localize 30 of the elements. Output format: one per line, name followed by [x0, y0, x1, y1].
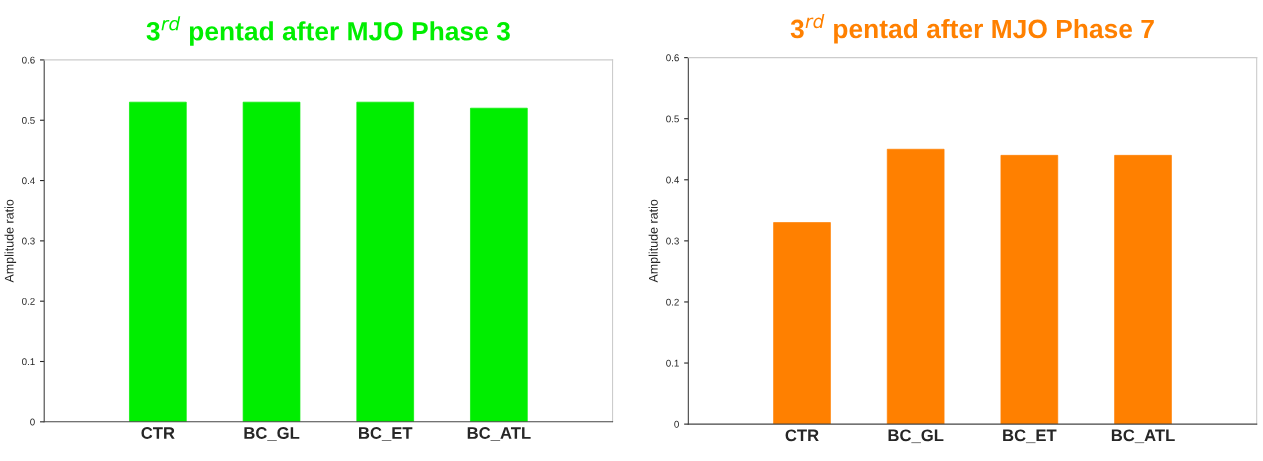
x-tick-label: BC_ET — [359, 427, 413, 441]
x-tick-label: BC_ATL — [467, 427, 531, 441]
x-tick-label: BC_GL — [888, 429, 944, 444]
x-tick-label: BC_ATL — [1111, 429, 1175, 444]
y-tick-label: 0.4 — [22, 177, 35, 185]
x-tick-label: BC_GL — [244, 427, 300, 441]
y-axis-title: Amplitude ratio — [648, 199, 661, 283]
y-tick-label: 0.5 — [22, 116, 35, 124]
y-tick-label: 0 — [30, 418, 35, 426]
y-tick-label: 0.2 — [666, 298, 679, 306]
x-tick-label: CTR — [141, 427, 175, 439]
bar — [773, 222, 831, 425]
y-tick-label: 0.1 — [22, 358, 35, 366]
x-tick-label: BC_ET — [1003, 429, 1057, 444]
y-tick-label: 0 — [674, 420, 679, 428]
bar — [886, 148, 945, 425]
y-tick-label: 0.6 — [666, 54, 679, 62]
y-axis-title: Amplitude ratio — [4, 199, 17, 283]
bar — [1000, 155, 1059, 425]
y-tick-label: 0.1 — [666, 359, 679, 367]
chart-title: 3$^{rd}$ pentad after MJO Phase 3 — [146, 16, 510, 46]
bar — [1114, 155, 1172, 425]
chart-title: 3$^{rd}$ pentad after MJO Phase 7 — [790, 13, 1154, 44]
y-tick-label: 0.4 — [666, 176, 680, 184]
y-tick-label: 0.2 — [22, 297, 35, 305]
x-tick-label: CTR — [785, 429, 819, 442]
y-tick-label: 0.3 — [666, 237, 679, 245]
y-tick-label: 0.5 — [666, 115, 679, 123]
y-tick-label: 0.3 — [22, 237, 35, 245]
y-tick-label: 0.6 — [22, 56, 35, 64]
